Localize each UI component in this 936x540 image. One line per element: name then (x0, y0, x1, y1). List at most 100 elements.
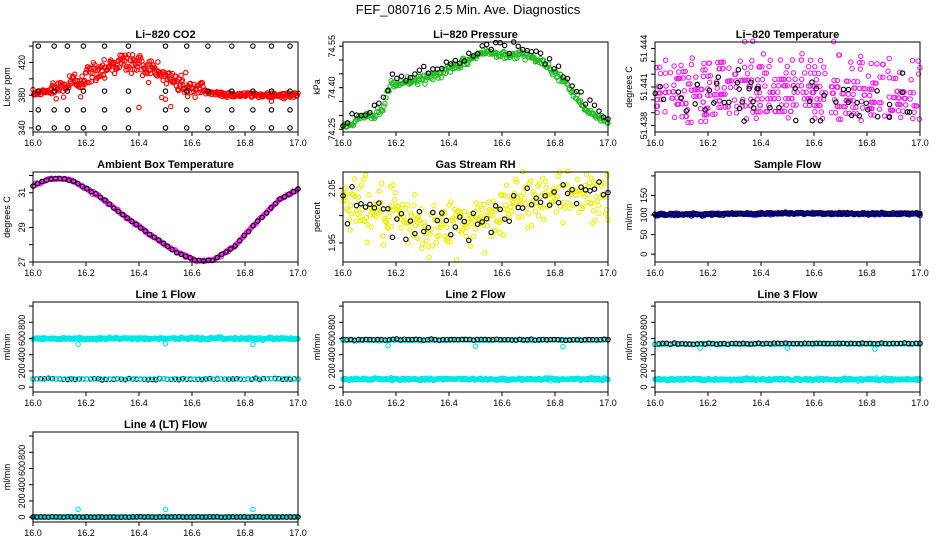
data-point (755, 109, 761, 115)
y-tick-label: 200 (639, 363, 649, 378)
data-point (183, 43, 190, 49)
data-point (199, 514, 205, 520)
data-point (676, 69, 682, 75)
data-point (790, 340, 797, 347)
data-point (233, 514, 240, 520)
data-point (424, 237, 430, 244)
data-point (515, 43, 521, 50)
data-point (669, 95, 675, 102)
data-point (817, 118, 824, 124)
data-point (906, 109, 913, 115)
data-point (467, 243, 474, 249)
data-point (679, 113, 685, 120)
data-points (652, 209, 923, 219)
data-point (859, 105, 866, 111)
data-point (390, 207, 397, 214)
data-point (712, 111, 718, 117)
data-point (250, 43, 256, 49)
plot-frame (342, 171, 609, 263)
data-point (835, 116, 842, 122)
data-point (715, 74, 722, 80)
data-point (519, 205, 526, 211)
data-point (671, 82, 677, 89)
data-point (362, 172, 369, 178)
y-axis: 74.25 74.40 74.55 (327, 35, 343, 140)
y-tick-label: 51.441 (639, 73, 649, 101)
data-point (127, 57, 134, 63)
data-point (250, 506, 256, 513)
data-point (385, 87, 391, 94)
data-point (80, 88, 87, 94)
data-point (385, 206, 391, 212)
data-point (111, 205, 117, 211)
data-point (783, 102, 790, 108)
y-axis: 340 380 420 (17, 45, 33, 135)
data-point (51, 107, 57, 113)
data-point (831, 77, 837, 84)
data-point (470, 210, 477, 217)
data-point (851, 78, 857, 85)
data-point (184, 93, 191, 100)
data-point (848, 340, 854, 346)
plot-frame (32, 41, 299, 133)
data-point (425, 70, 432, 76)
data-point (690, 341, 697, 348)
data-point (440, 336, 446, 343)
data-point (540, 216, 547, 223)
data-point (162, 506, 169, 513)
data-point (394, 216, 400, 222)
panel-title: Line 3 Flow (758, 289, 818, 301)
data-point (656, 64, 663, 71)
data-point (450, 219, 457, 226)
data-point (555, 199, 562, 206)
data-point (784, 345, 791, 351)
data-point (64, 514, 71, 520)
data-point (493, 227, 499, 233)
data-point (807, 57, 814, 64)
data-point (408, 212, 415, 219)
data-point (872, 346, 878, 352)
y-axis-label: ml/min (624, 204, 634, 231)
data-point (458, 229, 465, 236)
data-point (389, 71, 396, 77)
data-point (472, 343, 479, 349)
data-point (191, 514, 198, 520)
data-point (287, 88, 293, 94)
data-point (731, 97, 738, 103)
data-point (899, 89, 906, 96)
data-point (667, 69, 674, 76)
panel-title: Line 2 Flow (446, 289, 506, 301)
panel-2: Li−820 Pressure kPa 16.0 16.2 16.4 16.6 16.8 17… (312, 29, 617, 148)
data-point (490, 212, 496, 219)
data-point (537, 199, 544, 206)
data-point (416, 67, 423, 73)
data-point (76, 514, 82, 520)
data-points (652, 340, 923, 384)
data-point (665, 89, 672, 95)
data-points (30, 43, 301, 131)
data-point (390, 182, 396, 188)
data-point (892, 94, 898, 101)
data-point (820, 64, 827, 70)
data-point (678, 62, 684, 69)
data-point (466, 237, 472, 244)
data-point (813, 340, 820, 347)
data-point (813, 83, 820, 89)
x-tick-label: 16.0 (334, 398, 352, 408)
data-point (727, 84, 734, 91)
data-point (886, 101, 893, 108)
data-point (385, 343, 391, 349)
plot-frame (32, 431, 299, 523)
data-point (90, 70, 96, 77)
data-point (168, 103, 174, 110)
data-point (600, 114, 607, 120)
data-point (426, 254, 432, 260)
data-point (566, 337, 573, 343)
x-axis: 16.0 16.2 16.4 16.6 16.8 17.0 (334, 132, 617, 148)
data-point (739, 77, 746, 84)
data-point (662, 89, 669, 96)
y-tick-label: 0 (639, 252, 649, 257)
data-point (443, 59, 450, 65)
data-point (229, 88, 235, 94)
